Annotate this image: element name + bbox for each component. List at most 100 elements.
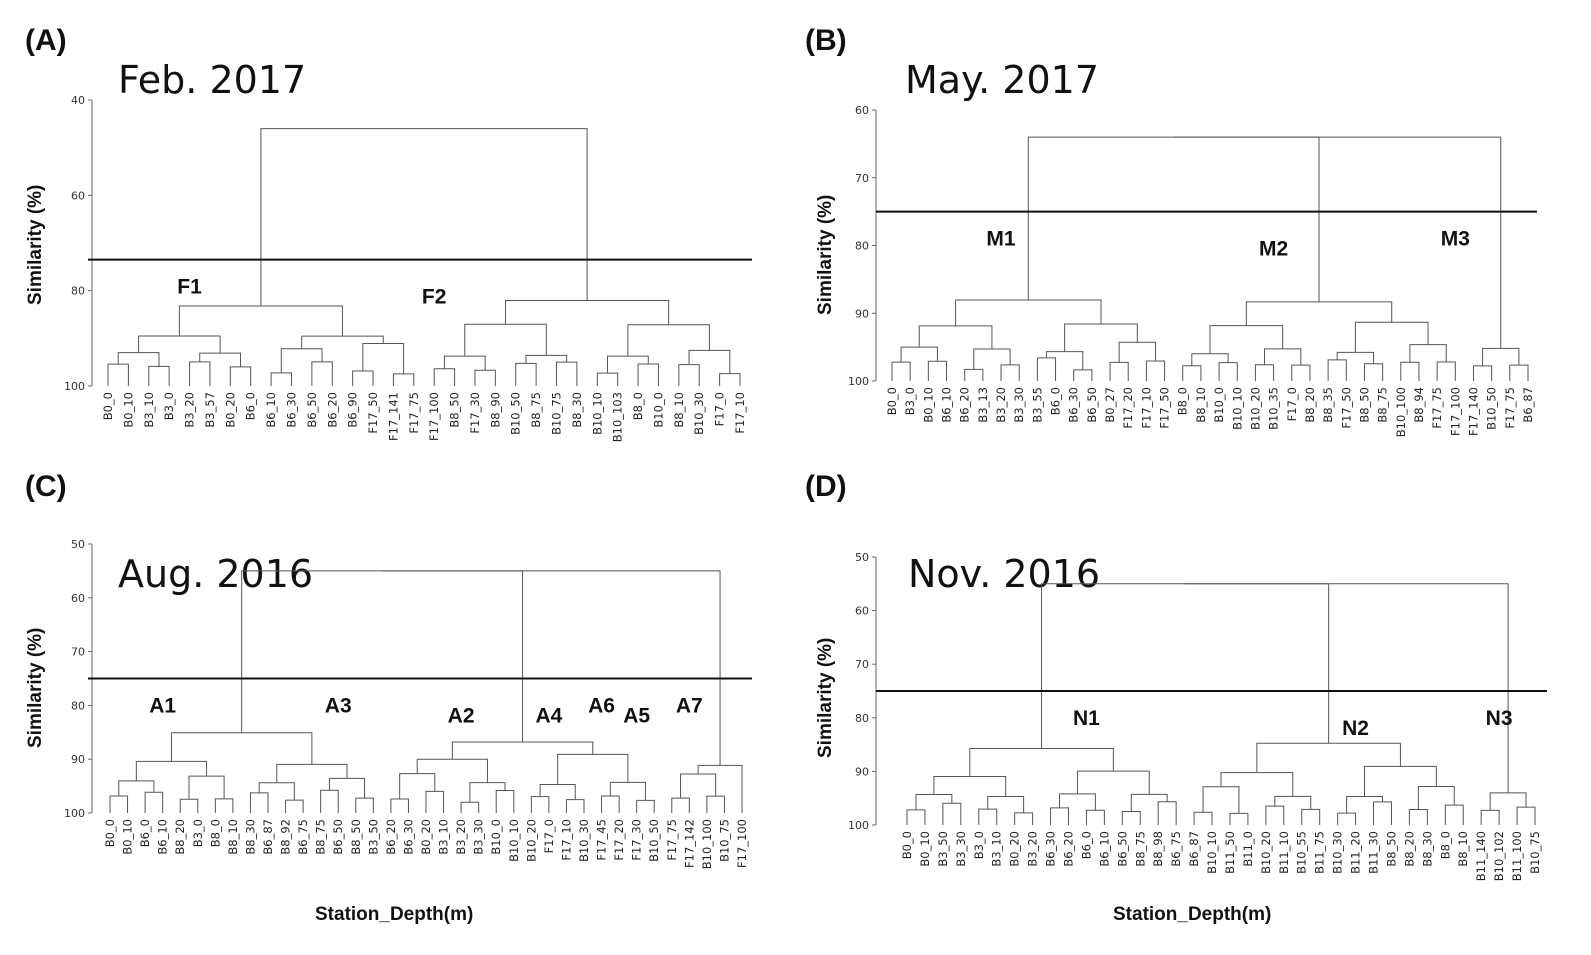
- leaf-label: B6_50: [331, 819, 345, 855]
- leaf-label: B10_30: [692, 392, 706, 435]
- leaf-label: B10_35: [1267, 387, 1281, 430]
- panel-label-b: (B): [805, 24, 847, 57]
- leaf-label: B3_30: [954, 831, 968, 867]
- leaf-label: B11_75: [1313, 831, 1327, 874]
- dendrogram-branch: [1220, 772, 1294, 797]
- dendrogram-branch: [1085, 809, 1105, 825]
- leaf-label: B10_20: [524, 819, 538, 862]
- leaf-label: B8_75: [529, 392, 543, 428]
- leaf-label: B11_30: [1367, 831, 1381, 874]
- dendrogram-branch: [382, 570, 721, 766]
- leaf-label: F17_0: [1285, 387, 1299, 421]
- dendrogram-branch: [1173, 136, 1502, 349]
- y-tick-label: 90: [855, 307, 869, 320]
- dendrogram-branch: [969, 748, 1114, 777]
- y-tick-label: 50: [71, 538, 85, 551]
- y-tick-label: 60: [71, 189, 85, 202]
- leaf-label: B0_0: [885, 387, 899, 415]
- leaf-label: B10_10: [1230, 387, 1244, 430]
- dendrogram-branch: [1489, 792, 1527, 811]
- dendrogram-branch: [1050, 807, 1069, 825]
- leaf-label: B10_0: [489, 819, 503, 855]
- leaf-label: B0_20: [223, 392, 237, 428]
- title-b: May. 2017: [905, 58, 1100, 102]
- leaf-label: B8_30: [570, 392, 584, 428]
- leaf-label: B0_10: [121, 392, 135, 428]
- leaf-label: B6_50: [305, 392, 319, 428]
- leaf-label: B3_0: [162, 392, 176, 420]
- leaf-label: B6_30: [401, 819, 415, 855]
- y-tick-label: 100: [64, 807, 85, 820]
- leaf-label: F17_140: [1466, 387, 1480, 436]
- leaf-label: F17_10: [559, 819, 573, 861]
- leaf-label: F17_100: [1448, 387, 1462, 436]
- y-tick-label: 100: [848, 819, 869, 832]
- leaf-label: B10_20: [1259, 831, 1273, 874]
- leaf-label: B8_75: [1376, 387, 1390, 423]
- leaf-label: B10_0: [651, 392, 665, 428]
- leaf-label: B10_75: [1528, 831, 1542, 874]
- dendrogram-branch: [933, 776, 1007, 797]
- dendrogram-branch: [1256, 742, 1401, 773]
- leaf-label: B3_57: [203, 392, 217, 428]
- leaf-label: B6_10: [156, 819, 170, 855]
- dendrogram-branch: [260, 128, 588, 307]
- cluster-label: N1: [1073, 707, 1100, 730]
- leaf-label: B10_0: [1212, 387, 1226, 423]
- leaf-label: B6_87: [261, 819, 275, 855]
- panel-label-d: (D): [805, 470, 847, 503]
- dendrogram-branch: [1408, 809, 1428, 825]
- leaf-label: B10_10: [507, 819, 521, 862]
- leaf-label: B8_35: [1321, 387, 1335, 423]
- leaf-label: B0_20: [1008, 831, 1022, 867]
- panel-label-c: (C): [25, 470, 67, 503]
- leaf-label: B3_30: [472, 819, 486, 855]
- y-tick-label: 80: [71, 699, 85, 712]
- dendrogram-branch: [1193, 811, 1213, 825]
- leaf-label: F17_30: [468, 392, 482, 434]
- leaf-label: B8_20: [1303, 387, 1317, 423]
- leaf-label: B8_0: [1438, 831, 1452, 859]
- y-tick-label: 80: [855, 712, 869, 725]
- leaf-label: B6_10: [264, 392, 278, 428]
- title-a: Feb. 2017: [118, 58, 307, 102]
- leaf-label: F17_30: [630, 819, 644, 861]
- leaf-label: B8_50: [349, 819, 363, 855]
- leaf-label: B10_55: [1295, 831, 1309, 874]
- leaf-label: B0_10: [918, 831, 932, 867]
- cluster-label: A4: [535, 705, 562, 728]
- dendrogram-branch: [1417, 785, 1455, 810]
- leaf-label: F17_0: [713, 392, 727, 426]
- dendrogram-branch: [1364, 765, 1437, 797]
- cluster-label: A3: [325, 695, 352, 718]
- xlabel-c: Station_Depth(m): [315, 904, 474, 925]
- leaf-label: B3_50: [936, 831, 950, 867]
- leaf-label: F17_75: [407, 392, 421, 434]
- leaf-label: B6_50: [1085, 387, 1099, 423]
- leaf-label: B8_98: [1151, 831, 1165, 867]
- leaf-label: B3_20: [183, 392, 197, 428]
- cluster-label: A1: [149, 695, 176, 718]
- leaf-label: B6_50: [1115, 831, 1129, 867]
- y-tick-label: 80: [71, 285, 85, 298]
- leaf-label: B8_10: [1456, 831, 1470, 867]
- leaf-label: B0_10: [121, 819, 135, 855]
- leaf-label: B6_0: [1049, 387, 1063, 415]
- leaf-label: F17_141: [386, 392, 400, 441]
- leaf-label: B3_20: [1026, 831, 1040, 867]
- leaf-label: B3_20: [454, 819, 468, 855]
- leaf-label: B3_55: [1030, 387, 1044, 423]
- leaf-label: F17_50: [1158, 387, 1172, 429]
- leaf-label: F17_0: [542, 819, 556, 853]
- leaf-label: B3_50: [366, 819, 380, 855]
- dendrogram-branch: [1157, 801, 1177, 825]
- leaf-label: F17_45: [595, 819, 609, 861]
- leaf-label: F17_10: [733, 392, 747, 434]
- leaf-label: B3_0: [903, 387, 917, 415]
- leaf-label: F17_100: [427, 392, 441, 441]
- y-tick-label: 70: [855, 658, 869, 671]
- leaf-label: B11_0: [1241, 831, 1255, 867]
- leaf-label: B6_0: [1079, 831, 1093, 859]
- leaf-label: B10_50: [647, 819, 661, 862]
